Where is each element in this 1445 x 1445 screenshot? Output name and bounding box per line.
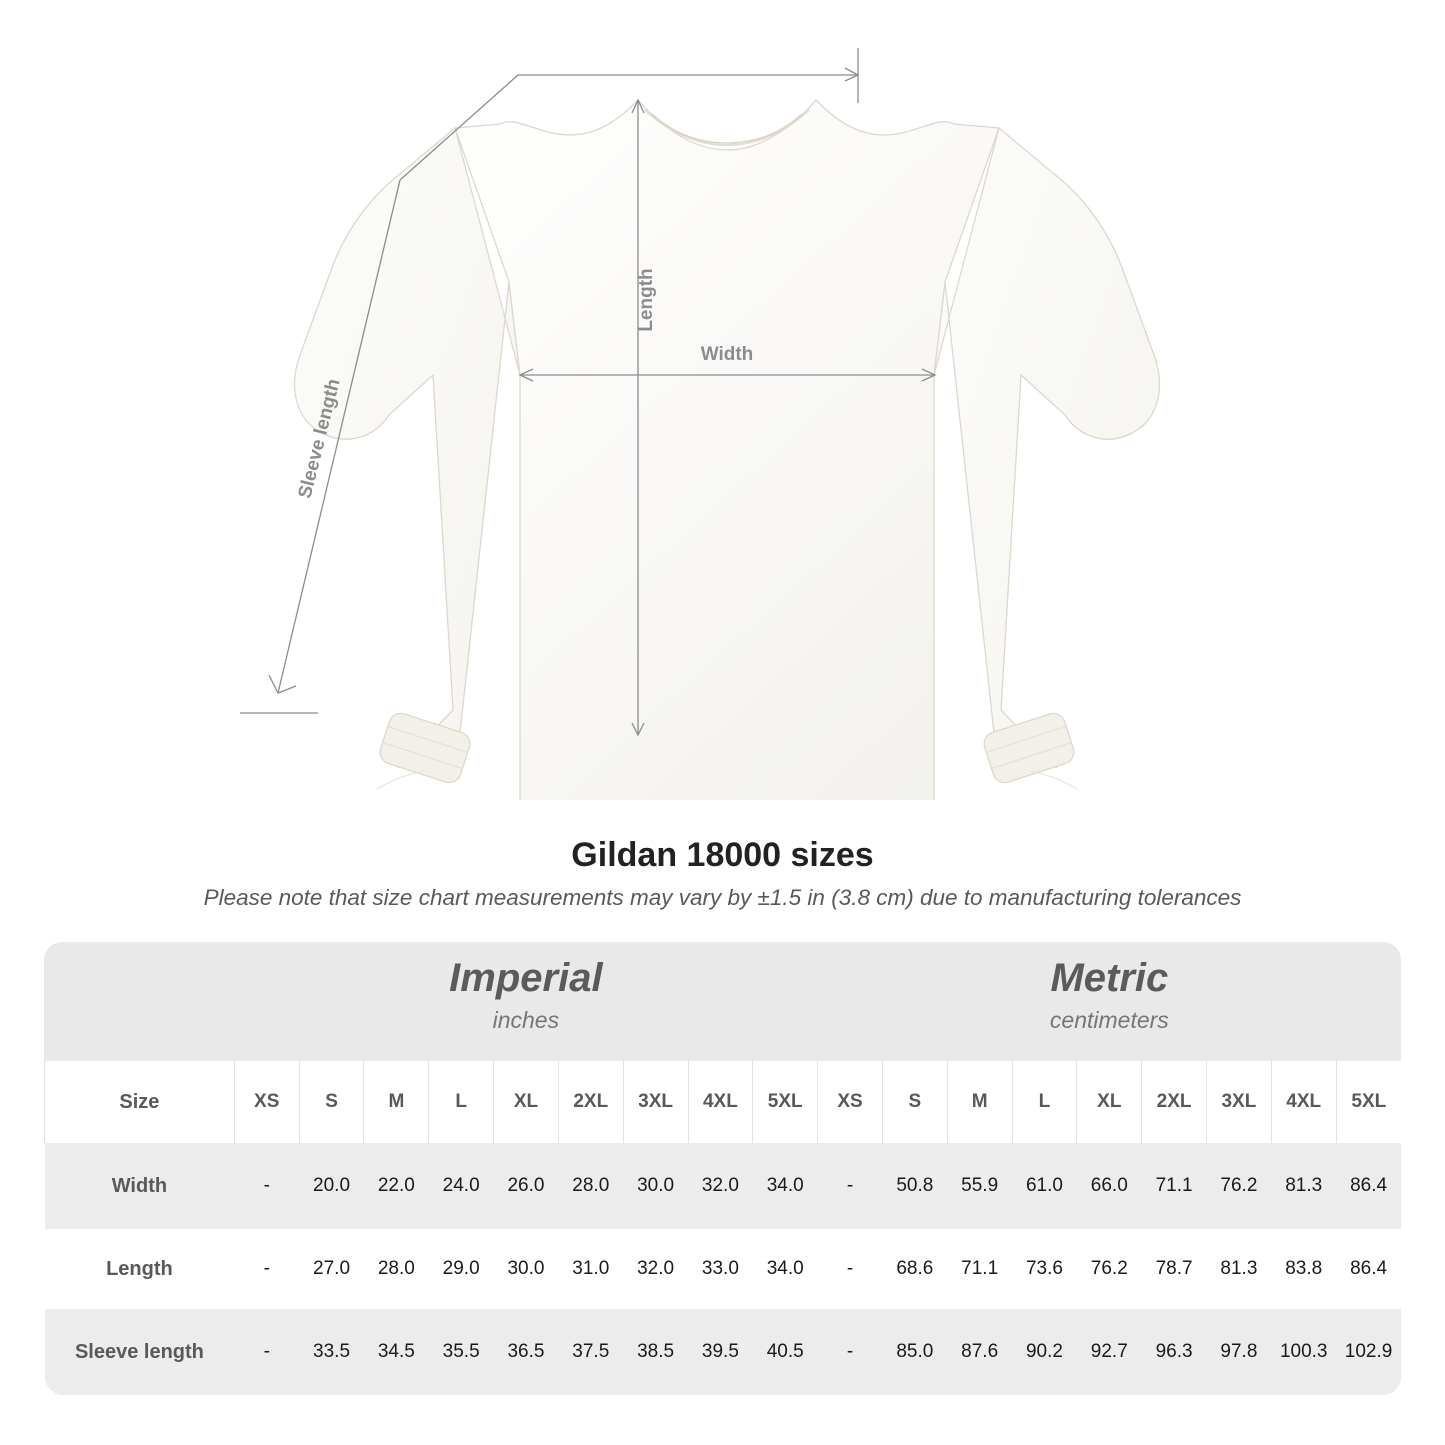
svg-text:Width: Width [701, 344, 754, 365]
svg-text:Length: Length [636, 268, 657, 331]
